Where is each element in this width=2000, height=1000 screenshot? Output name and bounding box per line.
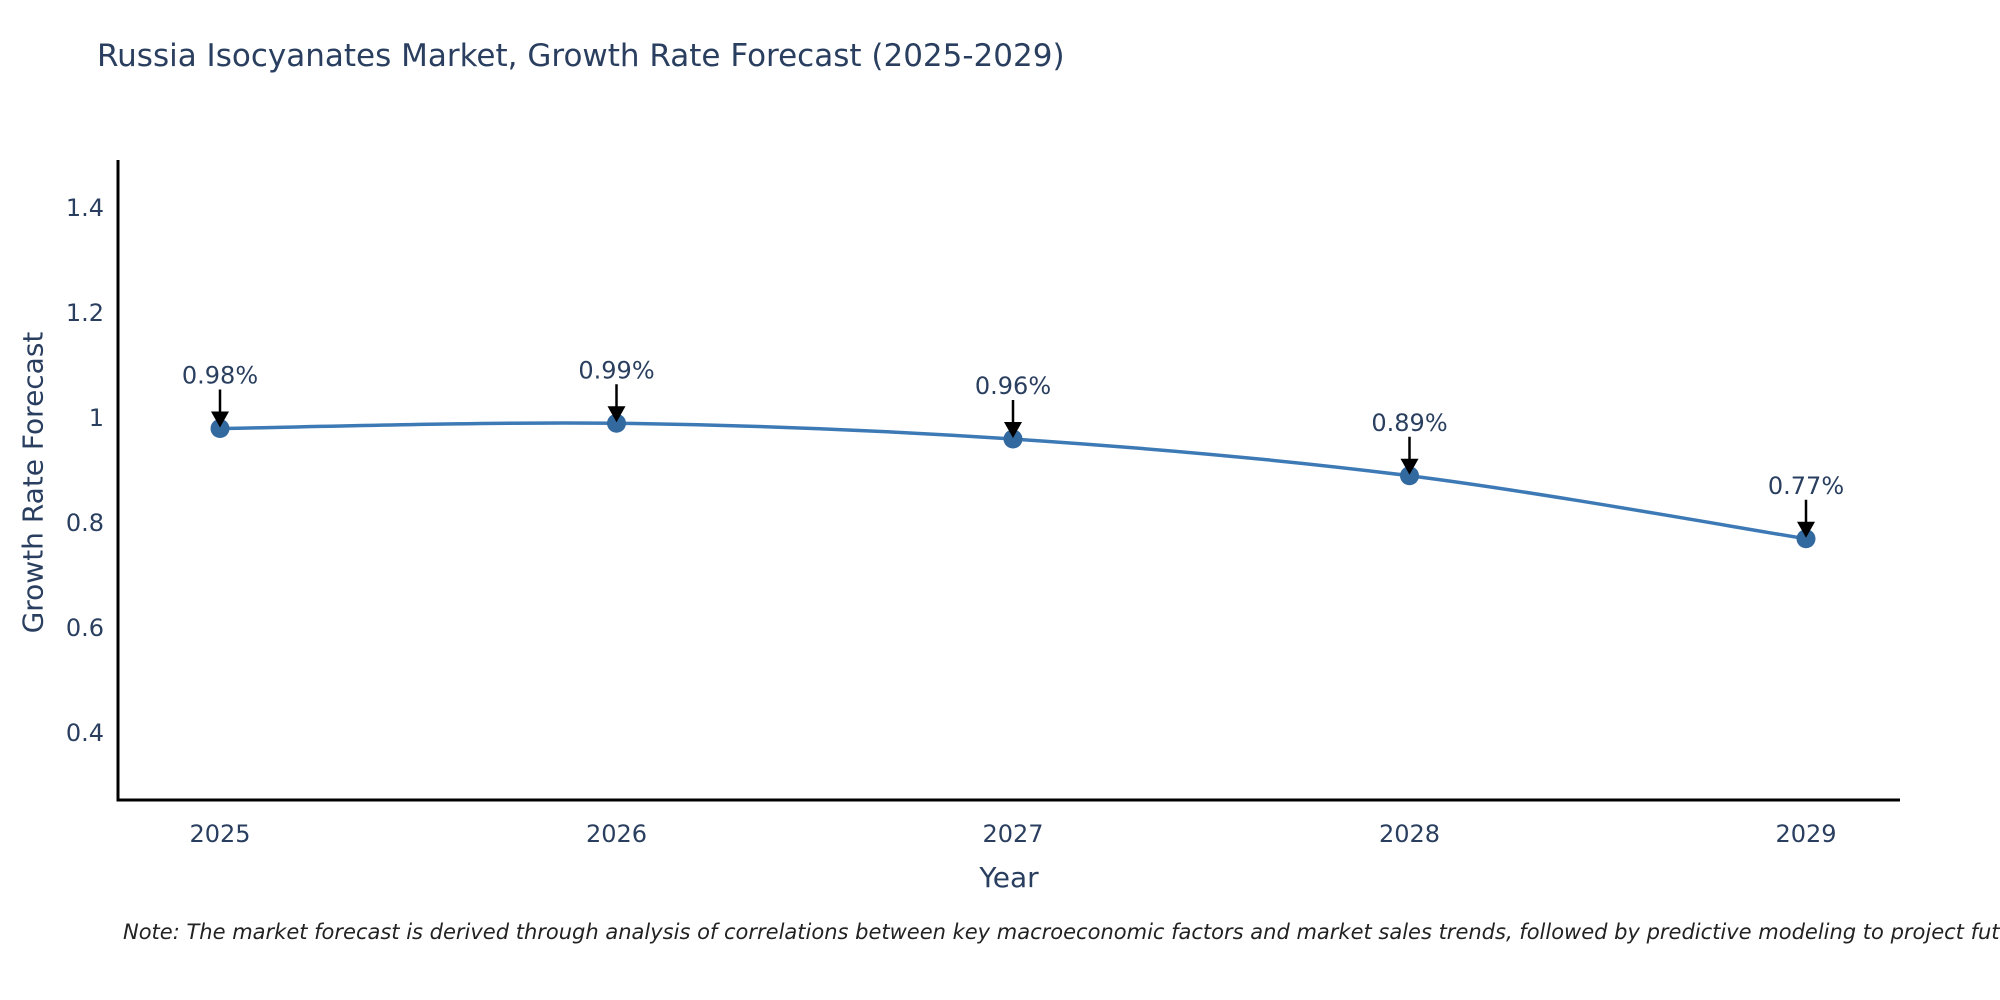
- x-tick-label: 2025: [189, 820, 250, 848]
- y-tick-label: 1: [89, 404, 104, 432]
- data-point-marker: [1796, 529, 1816, 549]
- y-tick-label: 0.6: [66, 614, 104, 642]
- annotation-arrowhead-icon: [1004, 422, 1022, 438]
- y-tick-label: 0.4: [66, 719, 104, 747]
- data-point-marker: [1400, 466, 1419, 486]
- data-point-label: 0.98%: [182, 362, 258, 390]
- data-point-label: 0.89%: [1371, 409, 1447, 437]
- data-point-label: 0.96%: [975, 372, 1051, 400]
- y-tick-label: 0.8: [66, 509, 104, 537]
- y-tick-label: 1.2: [66, 299, 104, 327]
- annotation-arrowhead-icon: [211, 411, 229, 428]
- annotation-arrowhead-icon: [1797, 521, 1815, 538]
- chart-title: Russia Isocyanates Market, Growth Rate F…: [97, 38, 1065, 74]
- x-axis-title: Year: [979, 861, 1039, 894]
- y-axis-title: Growth Rate Forecast: [16, 331, 50, 634]
- data-point-label: 0.77%: [1768, 472, 1844, 500]
- annotation-arrowhead-icon: [1400, 458, 1419, 475]
- data-point-marker: [1003, 429, 1023, 449]
- data-point-label: 0.99%: [578, 356, 654, 384]
- annotation-arrowhead-icon: [607, 406, 626, 423]
- x-tick-label: 2026: [586, 820, 647, 848]
- x-tick-label: 2028: [1379, 820, 1440, 848]
- x-tick-label: 2027: [982, 820, 1043, 848]
- x-tick-label: 2029: [1775, 820, 1836, 848]
- footnote: Note: The market forecast is derived thr…: [123, 920, 2000, 944]
- data-point-marker: [607, 413, 626, 433]
- data-point-marker: [210, 419, 230, 438]
- y-tick-label: 1.4: [66, 194, 104, 222]
